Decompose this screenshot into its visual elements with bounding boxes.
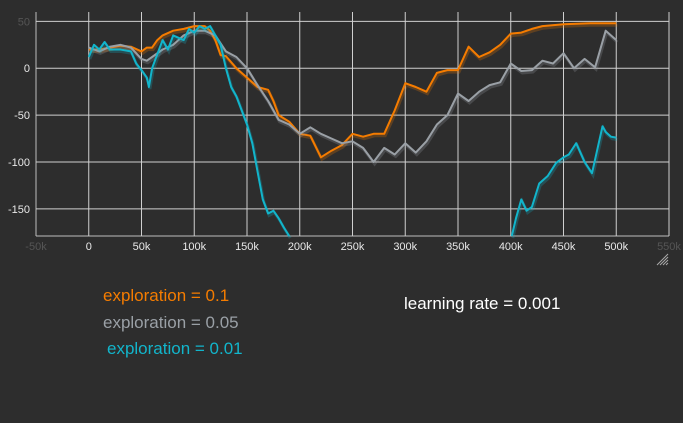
y-tick-label: -150 (8, 204, 30, 216)
grid (35, 12, 670, 237)
series-raw-line-2 (88, 26, 292, 239)
y-tick-label: 50 (18, 16, 30, 28)
x-tick-label: 300k (393, 241, 417, 253)
tick-labels: -50k 0 50k 100k 150k 200k 250k 300k 350k 400k 450k… (8, 16, 681, 253)
series-raw-line-2 (511, 124, 618, 239)
line-chart: -50k 0 50k 100k 150k 200k 250k 300k 350k 400k 450k… (8, 12, 681, 253)
x-tick-label: 500k (604, 241, 628, 253)
legend-exploration-0.01: exploration = 0.01 (107, 339, 243, 358)
x-tick-label: 150k (235, 241, 259, 253)
x-tick-label: 0 (86, 241, 92, 253)
x-tick-label: 350k (446, 241, 470, 253)
y-tick-label: -50 (14, 110, 30, 122)
x-tick-label: 100k (182, 241, 206, 253)
series-raw-line-0 (89, 23, 618, 162)
series-line-exploration-0-01 (87, 25, 291, 237)
y-tick-label: 0 (24, 63, 30, 75)
series-line-exploration-0-1 (88, 22, 617, 159)
x-tick-label: 450k (552, 241, 576, 253)
learning-rate-note: learning rate = 0.001 (404, 294, 561, 313)
legend-exploration-0.05: exploration = 0.05 (103, 313, 239, 332)
x-tick-label: 400k (499, 241, 523, 253)
resize-handle-icon[interactable] (655, 252, 669, 266)
x-tick-label: 50k (133, 241, 151, 253)
x-tick-label: 250k (341, 241, 365, 253)
y-tick-label: -100 (8, 157, 30, 169)
series-lines (87, 22, 619, 239)
legend-exploration-0.1: exploration = 0.1 (103, 286, 230, 305)
series-line-exploration-0-01 (510, 125, 617, 237)
x-tick-label: -50k (25, 241, 47, 253)
x-tick-label: 550k (657, 241, 681, 253)
x-tick-label: 200k (288, 241, 312, 253)
